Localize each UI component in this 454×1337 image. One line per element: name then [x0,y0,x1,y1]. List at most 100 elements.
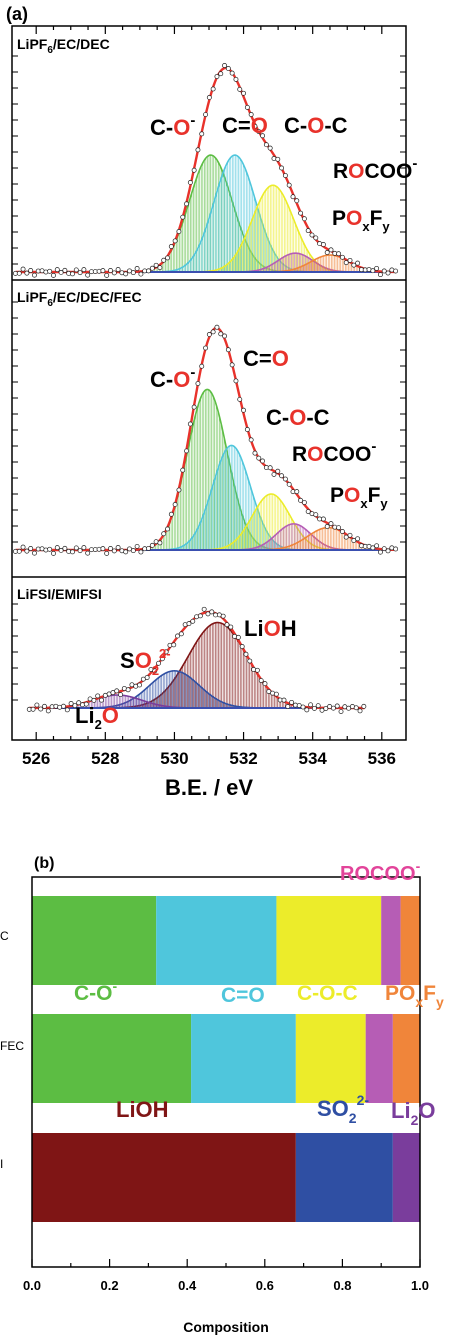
data-point [125,687,131,693]
data-point [32,272,37,278]
label-rocoo-1: ROCOO- [333,155,417,183]
row-label-1: C [0,929,9,943]
data-point [180,467,186,473]
data-point [244,427,250,432]
label-c-o-minus-1: C-O- [150,112,195,140]
data-point [83,701,89,707]
data-point [47,546,53,552]
data-point [42,703,47,709]
data-point [172,238,178,244]
data-point [190,618,196,624]
stacked-bar-row-1 [32,896,420,985]
data-point [330,705,336,711]
data-point [47,268,53,274]
data-point [156,660,161,666]
data-point [328,247,334,253]
data-point [54,545,60,551]
bar-segment [381,896,401,985]
data-point [313,235,319,241]
data-point [355,260,361,266]
data-point [256,455,262,461]
data-point [199,363,205,369]
label-poxfy-1: POxFy [332,207,390,234]
peak-outline [15,254,395,273]
bar-segment [400,896,420,985]
x-tick-label-b: 0.8 [333,1278,351,1293]
data-point [206,331,212,337]
data-point [81,545,87,551]
data-point [203,112,208,117]
data-point [301,500,307,505]
data-point [282,476,288,482]
data-point [252,450,258,456]
data-point [30,706,36,712]
xps-subplot-1 [13,63,399,278]
data-points-3 [26,606,367,714]
data-point [159,656,165,662]
data-point [81,267,87,273]
data-point [381,268,387,274]
data-point [298,497,304,503]
stacked-bar-row-2 [32,1014,420,1103]
data-point [320,241,326,247]
data-point [248,112,254,117]
data-point [137,682,142,688]
data-point [381,546,387,552]
data-point [134,266,140,271]
stacked-bar-row-3 [32,1133,420,1222]
data-point [214,324,220,330]
panel-b-frame [31,876,421,1268]
label-c-eq-o-1: C=O [222,113,268,138]
data-point [338,709,344,714]
data-point [247,658,253,664]
data-point [275,468,281,474]
data-point [233,378,239,384]
data-point [279,165,285,171]
data-point [20,544,26,550]
bar-segment [191,1014,296,1103]
data-point [171,642,177,648]
legend-rocoo: ROCOO- [340,858,421,885]
data-point [199,131,205,137]
data-point [346,705,352,711]
data-point [187,180,193,185]
data-point [315,703,321,709]
data-point [163,649,169,655]
data-point [149,542,155,548]
data-point [239,644,245,649]
xps-subplot-2 [13,324,399,556]
data-point [165,526,170,532]
data-point [130,548,136,554]
data-point [100,268,106,274]
data-point [289,699,295,705]
bar-segment [392,1014,420,1103]
x-tick-label: 530 [160,749,188,768]
legend-so2: SO22- [317,1092,369,1126]
data-point [191,404,197,410]
data-point [343,260,349,266]
data-point [228,624,234,630]
data-point [203,345,208,351]
label-c-o-c-2: C-O-C [266,405,330,430]
legend-c-o-c: C-O-C [297,982,358,1005]
data-point [237,86,243,92]
data-point [301,216,307,222]
data-point [186,621,192,627]
data-point [115,545,121,550]
data-point [100,546,106,552]
data-point [123,549,129,555]
data-point [184,201,189,207]
data-point [300,704,306,710]
x-tick-label-b: 0.6 [256,1278,274,1293]
data-point [54,267,60,273]
x-tick-label: 534 [298,749,327,768]
label-poxfy-2: POxFy [330,484,388,511]
row-label-3: I [0,1157,3,1171]
data-point [377,272,383,278]
data-point [305,228,311,234]
data-point [393,268,399,274]
data-point [153,262,159,268]
data-point [233,76,239,82]
x-tick-label: 528 [91,749,119,768]
data-point [178,631,184,637]
